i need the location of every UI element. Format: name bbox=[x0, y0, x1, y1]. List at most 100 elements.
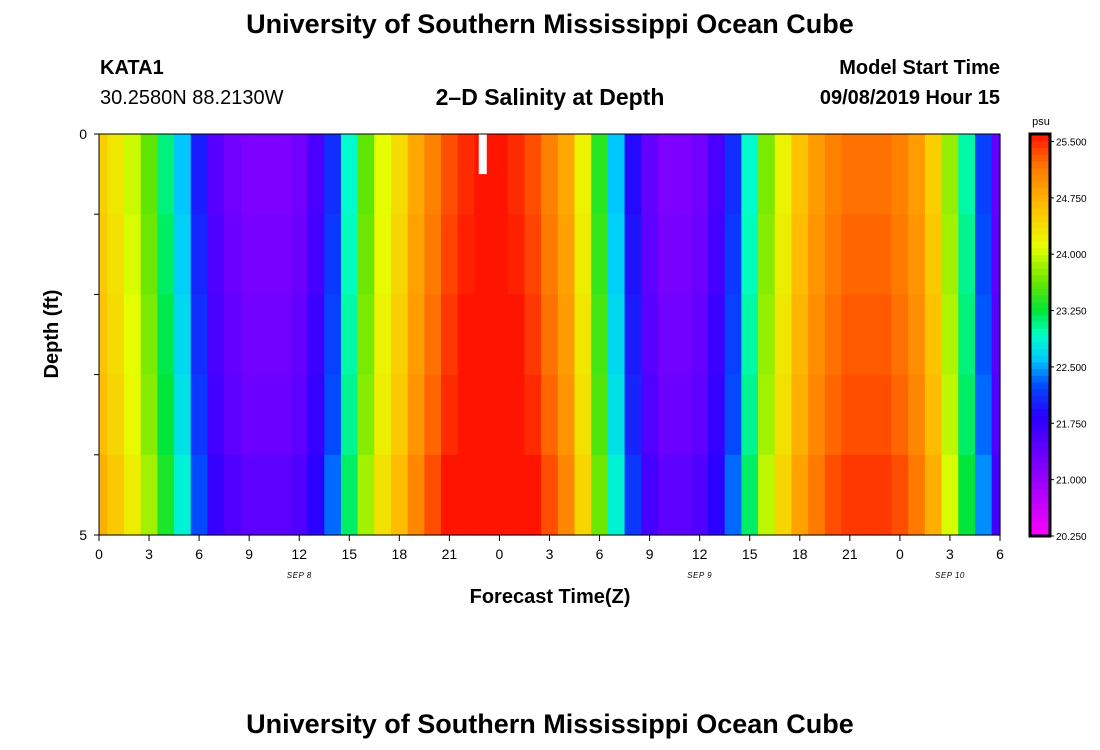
colorbar-unit: psu bbox=[1032, 116, 1050, 128]
colorbar-segment bbox=[1030, 221, 1050, 229]
footer-title: University of Southern Mississippi Ocean… bbox=[246, 709, 854, 739]
heatmap-cell bbox=[941, 134, 959, 215]
x-tick-label: 0 bbox=[896, 546, 904, 562]
heatmap-cell bbox=[124, 294, 142, 376]
heatmap-cell bbox=[457, 374, 476, 456]
heatmap-cell bbox=[891, 294, 909, 376]
colorbar-segment bbox=[1030, 341, 1050, 349]
heatmap-cell bbox=[290, 454, 309, 536]
colorbar-segment bbox=[1030, 509, 1050, 517]
heatmap-cell bbox=[858, 294, 876, 376]
heatmap-cell bbox=[424, 134, 442, 215]
heatmap-cell bbox=[190, 214, 209, 295]
x-axis-label: Forecast Time(Z) bbox=[470, 586, 631, 608]
heatmap-cell bbox=[991, 294, 1001, 376]
heatmap-cell bbox=[607, 374, 626, 456]
date-label: SEP 9 bbox=[687, 571, 712, 580]
colorbar-segment bbox=[1030, 515, 1050, 524]
heatmap-cell bbox=[190, 134, 209, 215]
heatmap-cell bbox=[390, 374, 409, 456]
heatmap-cell bbox=[507, 294, 526, 376]
heatmap-cell bbox=[741, 374, 759, 456]
heatmap-cell bbox=[324, 214, 342, 295]
heatmap-cell bbox=[374, 454, 392, 536]
colorbar-segment bbox=[1030, 435, 1050, 443]
heatmap-cell bbox=[708, 294, 726, 376]
heatmap-cell bbox=[474, 454, 492, 536]
colorbar-segment bbox=[1030, 301, 1050, 309]
colorbar-segment bbox=[1030, 395, 1050, 403]
heatmap-cell bbox=[941, 214, 959, 295]
page-title: University of Southern Mississippi Ocean… bbox=[246, 9, 854, 39]
heatmap-cell bbox=[240, 374, 259, 456]
heatmap-cell bbox=[407, 374, 425, 456]
heatmap-cell bbox=[507, 214, 526, 295]
heatmap-cell bbox=[240, 454, 259, 536]
heatmap-cell bbox=[140, 294, 158, 376]
heatmap-cell bbox=[240, 294, 259, 376]
colorbar-segment bbox=[1030, 288, 1050, 296]
heatmap-cell bbox=[474, 294, 492, 376]
heatmap-cell bbox=[441, 214, 459, 295]
heatmap-cell bbox=[758, 134, 776, 215]
heatmap-cell bbox=[274, 214, 292, 295]
colorbar-segment bbox=[1030, 368, 1050, 376]
heatmap-cell bbox=[874, 454, 893, 536]
heatmap-cell bbox=[624, 214, 642, 295]
heatmap-cell bbox=[591, 214, 609, 295]
heatmap-cell bbox=[691, 214, 709, 295]
heatmap-cell bbox=[507, 374, 526, 456]
colorbar-segment bbox=[1030, 522, 1050, 530]
heatmap-cell bbox=[190, 374, 209, 456]
heatmap-cell bbox=[574, 454, 592, 536]
heatmap-cell bbox=[190, 454, 209, 536]
missing-data-gap bbox=[478, 134, 487, 175]
heatmap-cell bbox=[724, 374, 742, 456]
heatmap-cell bbox=[407, 134, 425, 215]
heatmap-cell bbox=[99, 454, 108, 536]
heatmap-cell bbox=[858, 374, 876, 456]
heatmap-cell bbox=[941, 374, 959, 456]
heatmap-cell bbox=[407, 214, 425, 295]
heatmap-cell bbox=[891, 454, 909, 536]
colorbar-tick-label: 25.500 bbox=[1056, 138, 1087, 149]
station-coordinates: 30.2580N 88.2130W bbox=[100, 87, 284, 109]
heatmap-cell bbox=[174, 214, 192, 295]
colorbar-segment bbox=[1030, 201, 1050, 209]
colorbar-segment bbox=[1030, 308, 1050, 316]
x-tick-label: 6 bbox=[996, 546, 1004, 562]
heatmap-cell bbox=[591, 134, 609, 215]
heatmap-cell bbox=[541, 134, 559, 215]
colorbar-segment bbox=[1030, 254, 1050, 262]
heatmap-cell bbox=[224, 294, 242, 376]
heatmap-cell bbox=[324, 374, 342, 456]
heatmap-cell bbox=[941, 294, 959, 376]
heatmap-cell bbox=[324, 454, 342, 536]
heatmap-cell bbox=[240, 214, 259, 295]
x-tick-label: 15 bbox=[341, 546, 357, 562]
heatmap-cell bbox=[457, 134, 476, 215]
heatmap-cell bbox=[140, 374, 158, 456]
heatmap-cell bbox=[908, 374, 926, 456]
heatmap-cell bbox=[708, 134, 726, 215]
heatmap-cell bbox=[974, 374, 993, 456]
heatmap-cell bbox=[157, 374, 175, 456]
heatmap-cell bbox=[207, 374, 225, 456]
heatmap-cell bbox=[607, 454, 626, 536]
heatmap-cell bbox=[591, 294, 609, 376]
heatmap-cell bbox=[390, 214, 409, 295]
heatmap-cell bbox=[741, 134, 759, 215]
heatmap-cell bbox=[207, 134, 225, 215]
heatmap-cell bbox=[424, 214, 442, 295]
heatmap-cell bbox=[290, 374, 309, 456]
heatmap-cell bbox=[340, 454, 359, 536]
heatmap-cell bbox=[290, 134, 309, 215]
heatmap-cell bbox=[791, 374, 809, 456]
heatmap-cell bbox=[507, 454, 526, 536]
heatmap-cell bbox=[524, 374, 542, 456]
colorbar-segment bbox=[1030, 428, 1050, 437]
heatmap-cell bbox=[307, 294, 325, 376]
heatmap-cell bbox=[290, 294, 309, 376]
colorbar-segment bbox=[1030, 134, 1050, 142]
colorbar-segment bbox=[1030, 415, 1050, 423]
